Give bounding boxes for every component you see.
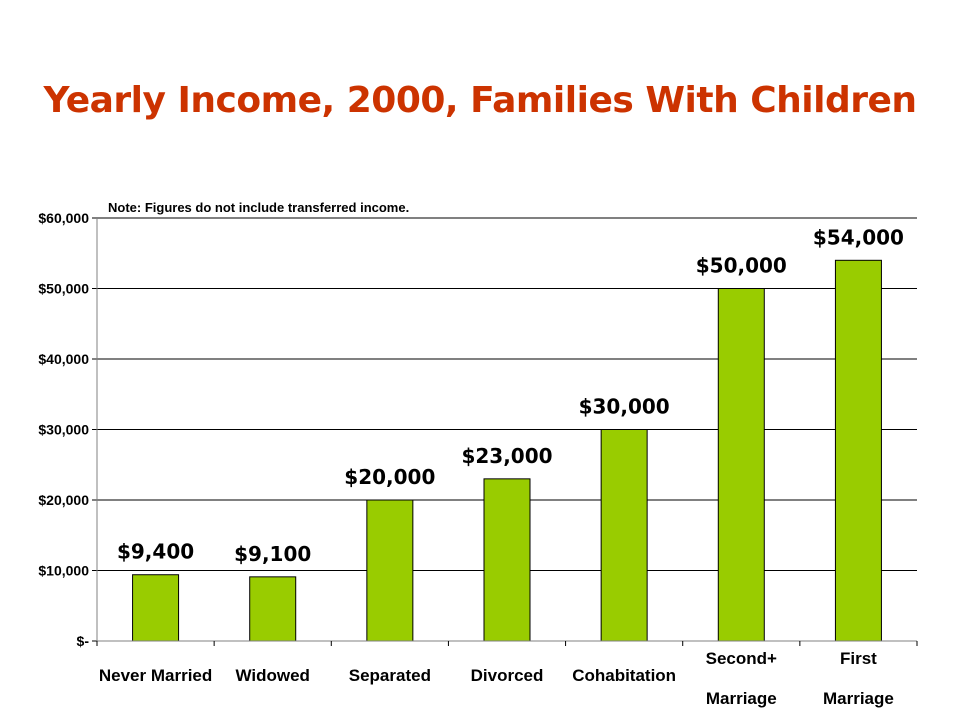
data-label: $23,000 <box>461 444 552 468</box>
bars: $9,400 $9,100 $20,000 $23,000 $30,000 $50,000… <box>117 225 904 642</box>
x-axis: Never Married Widowed Separated Divorced Coh… <box>96 640 918 708</box>
chart-note: Note: Figures do not include transferred… <box>108 200 409 215</box>
data-label: $9,400 <box>117 540 194 564</box>
y-axis: $- $10,000 $20,000 $30,000 $40,000 $50,000 $60… <box>38 210 98 649</box>
x-tick-label: Marriage <box>706 689 777 708</box>
x-tick-label: First <box>840 649 877 668</box>
bar <box>717 288 765 642</box>
bar <box>132 574 180 642</box>
y-tick-label: $10,000 <box>38 563 89 579</box>
bar <box>483 478 531 642</box>
x-tick-label: Cohabitation <box>572 666 676 685</box>
bar <box>834 259 882 642</box>
x-tick-label: Never Married <box>99 666 212 685</box>
y-tick-label: $50,000 <box>38 281 89 297</box>
y-tick-label: $30,000 <box>38 422 89 438</box>
x-tick-label: Second+ <box>706 649 777 668</box>
chart-title: Yearly Income, 2000, Families With Child… <box>43 80 917 121</box>
y-tick-label: $60,000 <box>38 210 89 226</box>
y-tick-label: $40,000 <box>38 351 89 367</box>
y-tick-label: $20,000 <box>38 492 89 508</box>
data-label: $54,000 <box>813 225 904 249</box>
y-tick-label: $- <box>77 633 90 649</box>
x-tick-label: Widowed <box>235 666 309 685</box>
data-label: $30,000 <box>579 395 670 419</box>
data-label: $20,000 <box>344 465 435 489</box>
data-label: $50,000 <box>696 254 787 278</box>
bar <box>600 429 648 642</box>
bar <box>366 499 414 642</box>
bar <box>249 576 297 642</box>
x-tick-label: Separated <box>349 666 431 685</box>
data-label: $9,100 <box>234 542 311 566</box>
x-tick-label: Marriage <box>823 689 894 708</box>
x-tick-label: Divorced <box>471 666 544 685</box>
